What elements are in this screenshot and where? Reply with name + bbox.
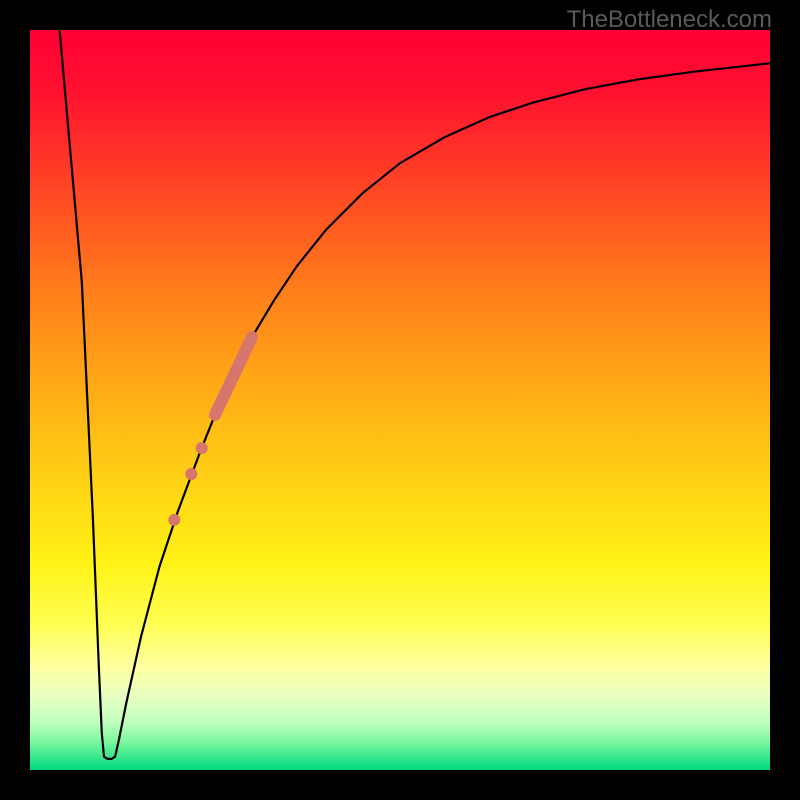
highlight-dot [168, 514, 180, 526]
chart-container: TheBottleneck.com [0, 0, 800, 800]
highlight-dot [185, 468, 197, 480]
watermark-text: TheBottleneck.com [567, 6, 772, 34]
highlight-dot [196, 442, 208, 454]
bottleneck-chart-svg [0, 0, 800, 800]
chart-plot-area [30, 30, 770, 770]
